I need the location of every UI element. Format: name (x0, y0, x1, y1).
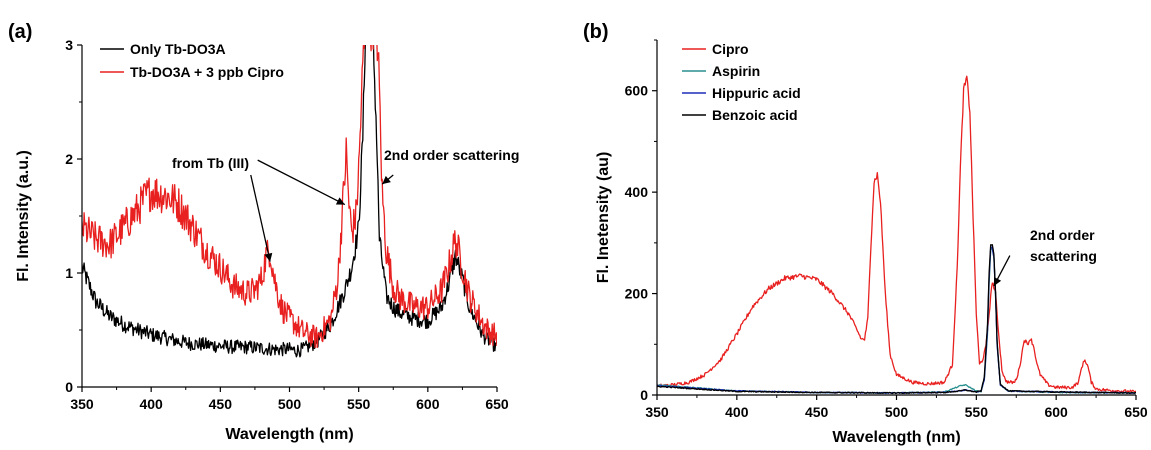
panel-label: (a) (8, 21, 32, 43)
x-tick-label: 400 (725, 404, 749, 420)
legend: Only Tb-DO3A Tb-DO3A + 3 ppb Cipro (100, 41, 284, 80)
y-tick-label: 600 (625, 83, 649, 99)
legend-entry: Cipro (712, 41, 749, 57)
y-tick-label: 2 (65, 151, 73, 167)
series-line-tb-do3a-3-ppb-cipro (82, 45, 497, 349)
x-axis-label: Wavelength (nm) (832, 429, 960, 446)
series-line-benzoic-acid (657, 244, 1136, 395)
annotation-arrowhead (382, 175, 391, 185)
x-tick-label: 550 (965, 404, 989, 420)
chart-panel-a: 350 400 450 500 550 600 650 0 1 2 3 Wavelength (nm)… (8, 21, 509, 443)
x-tick-label: 350 (70, 396, 94, 412)
annotation-arrow (257, 159, 346, 206)
chart-panel-b: 350 400 450 500 550 600 650 0 200 400 600 Wavelengt… (583, 21, 1148, 446)
legend: Cipro Aspirin Hippuric acid Benzoic acid (682, 41, 801, 123)
x-tick-label: 650 (485, 396, 509, 412)
x-tick-label: 550 (347, 396, 371, 412)
annotation-arrowhead (264, 252, 273, 262)
annotation-text: scattering (1030, 248, 1097, 264)
x-tick-label: 600 (416, 396, 440, 412)
series-line-aspirin (657, 247, 1136, 395)
y-tick-label: 3 (65, 37, 73, 53)
axes-frame (81, 45, 497, 388)
x-tick-label: 600 (1044, 404, 1068, 420)
y-axis-label: Fl. Inetensity (au) (595, 152, 612, 284)
y-tick-label: 400 (625, 184, 649, 200)
series-line-hippuric-acid (657, 246, 1136, 395)
y-tick-label: 0 (65, 379, 73, 395)
annotation-text: 2nd order scattering (384, 147, 519, 163)
annotation-arrowhead (335, 197, 345, 205)
series-line-only-tb-do3a (82, 45, 497, 358)
x-axis-label: Wavelength (nm) (225, 426, 353, 443)
panel-label: (b) (583, 21, 609, 43)
annotation-arrow (250, 174, 271, 262)
x-tick-label: 500 (278, 396, 302, 412)
annotation-text: 2nd order (1030, 227, 1095, 243)
legend-entry: Only Tb-DO3A (130, 41, 226, 57)
y-tick-label: 200 (625, 286, 649, 302)
x-tick-label: 650 (1124, 404, 1148, 420)
y-axis-label: Fl. Intensity (a.u.) (15, 150, 32, 282)
legend-entry: Tb-DO3A + 3 ppb Cipro (130, 64, 284, 80)
x-tick-label: 500 (885, 404, 909, 420)
x-tick-label: 450 (209, 396, 233, 412)
legend-entry: Benzoic acid (712, 107, 798, 123)
x-tick-label: 350 (645, 404, 669, 420)
annotation-text: from Tb (III) (172, 155, 249, 171)
y-tick-label: 0 (640, 387, 648, 403)
legend-entry: Hippuric acid (712, 85, 801, 101)
legend-entry: Aspirin (712, 63, 760, 79)
x-tick-label: 450 (805, 404, 829, 420)
x-tick-label: 400 (139, 396, 163, 412)
y-tick-label: 1 (65, 265, 73, 281)
annotation-arrowhead (993, 277, 1002, 286)
series-line-cipro (657, 75, 1136, 394)
